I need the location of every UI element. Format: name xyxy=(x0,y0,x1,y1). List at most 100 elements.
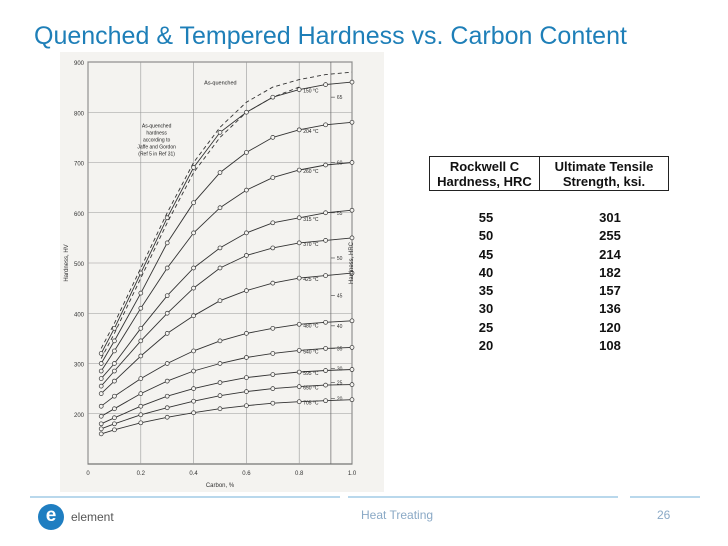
data-point xyxy=(98,368,104,374)
data-point xyxy=(138,391,144,396)
data-point xyxy=(112,427,117,433)
header-tensile: Ultimate Tensile Strength, ksi. xyxy=(554,159,654,189)
y-tick-label: 700 xyxy=(74,162,85,168)
data-point xyxy=(323,319,328,325)
hrc-tick-label: 20 xyxy=(337,397,343,403)
data-point xyxy=(98,431,104,437)
hardness-chart-svg: 200 300 400 500 600 700 800 900 0 0.2 0.4 0.6 0.8 1.0… xyxy=(64,61,357,489)
data-point xyxy=(164,293,170,299)
hardness-strength-table: Rockwell C Hardness, HRC Ultimate Tensil… xyxy=(429,156,669,355)
series-label: 540 °C xyxy=(303,349,319,355)
series-label: 260 °C xyxy=(303,169,319,175)
element-logo: e element xyxy=(38,503,118,531)
series-label: 370 °C xyxy=(303,242,319,248)
series-line xyxy=(100,86,300,359)
data-point xyxy=(244,109,249,115)
annotation-jaffe-gordon: Jaffe and Gordon xyxy=(137,144,176,150)
data-point xyxy=(323,382,328,388)
data-point xyxy=(217,265,223,271)
series-label: 204 °C xyxy=(303,129,319,135)
x-tick-label: 0.2 xyxy=(137,471,146,477)
data-point xyxy=(98,351,104,356)
data-point xyxy=(270,220,276,226)
y-tick-label: 200 xyxy=(74,413,85,419)
tensile-value: 157 xyxy=(599,283,621,299)
data-point xyxy=(112,368,117,374)
data-point xyxy=(270,280,276,286)
data-point xyxy=(164,215,170,221)
data-point xyxy=(244,375,249,380)
series-label: 705 °C xyxy=(303,401,319,407)
data-point xyxy=(323,273,328,278)
data-point xyxy=(112,406,117,412)
data-point xyxy=(112,415,117,421)
data-point xyxy=(98,426,104,432)
hrc-tick-label: 35 xyxy=(337,346,343,352)
table-row: 40 182 xyxy=(429,264,669,282)
annotation-as-quenched: As-quenched xyxy=(204,81,236,87)
data-point xyxy=(138,353,144,359)
data-point xyxy=(349,397,355,403)
annotation-jaffe-gordon: according to xyxy=(143,137,170,143)
data-point xyxy=(349,79,355,85)
data-point xyxy=(323,210,328,216)
data-point xyxy=(244,253,249,258)
data-point xyxy=(112,348,117,354)
chart-ticks: 200 300 400 500 600 700 800 900 0 0.2 0.4 0.6 0.8 1.0… xyxy=(74,61,357,477)
data-point xyxy=(244,331,249,336)
x-tick-label: 0.8 xyxy=(295,471,304,477)
data-point xyxy=(296,321,302,327)
tensile-value: 255 xyxy=(599,228,621,244)
table-body: 55 301 50 255 45 214 40 182 35 157 30 136 25 12… xyxy=(429,209,669,355)
data-point xyxy=(244,150,249,155)
hrc-tick-label: 40 xyxy=(337,324,343,330)
data-point xyxy=(296,215,302,221)
data-point xyxy=(217,298,223,304)
data-point xyxy=(270,372,276,377)
hrc-value: 50 xyxy=(478,228,494,244)
hrc-value: 30 xyxy=(478,301,494,317)
data-point xyxy=(112,421,117,427)
data-point xyxy=(217,406,223,412)
hrc-tick-label: 45 xyxy=(337,294,343,300)
series-label: 150 °C xyxy=(303,89,319,95)
data-point xyxy=(138,376,144,381)
data-point xyxy=(98,383,104,389)
data-point xyxy=(270,94,276,100)
data-point xyxy=(191,265,196,271)
footer-divider xyxy=(348,496,618,498)
data-point xyxy=(191,398,196,404)
annotation-jaffe-gordon: hardness xyxy=(146,130,167,136)
y-tick-label: 900 xyxy=(74,61,85,67)
chart-series xyxy=(98,71,355,437)
y-tick-label: 800 xyxy=(74,111,85,117)
data-point xyxy=(98,413,104,419)
data-point xyxy=(191,313,196,319)
data-point xyxy=(349,119,355,125)
y-axis-label: Hardness, HV xyxy=(64,244,70,281)
hrc-tick-label: 55 xyxy=(337,211,343,217)
data-point xyxy=(296,384,302,389)
data-point xyxy=(191,386,196,391)
data-point xyxy=(191,348,196,354)
y-tick-label: 400 xyxy=(74,312,85,318)
data-point xyxy=(217,205,223,211)
data-point xyxy=(98,361,104,366)
tensile-value: 182 xyxy=(599,264,621,280)
annotation-jaffe-gordon: (Ref 5 in Ref 31) xyxy=(138,151,175,157)
data-point xyxy=(270,325,276,331)
data-point xyxy=(138,403,144,409)
hrc-value: 20 xyxy=(478,338,494,354)
tensile-value: 214 xyxy=(599,246,621,262)
data-point xyxy=(323,346,328,351)
data-point xyxy=(323,122,328,128)
data-point xyxy=(164,310,170,316)
data-point xyxy=(323,368,328,373)
tensile-value: 136 xyxy=(599,301,621,317)
logo-mark-icon: e xyxy=(38,504,64,530)
data-point xyxy=(164,331,170,336)
data-point xyxy=(164,393,170,399)
data-point xyxy=(217,393,223,399)
slide-title: Quenched & Tempered Hardness vs. Carbon … xyxy=(34,22,627,50)
table-row: 35 157 xyxy=(429,282,669,300)
